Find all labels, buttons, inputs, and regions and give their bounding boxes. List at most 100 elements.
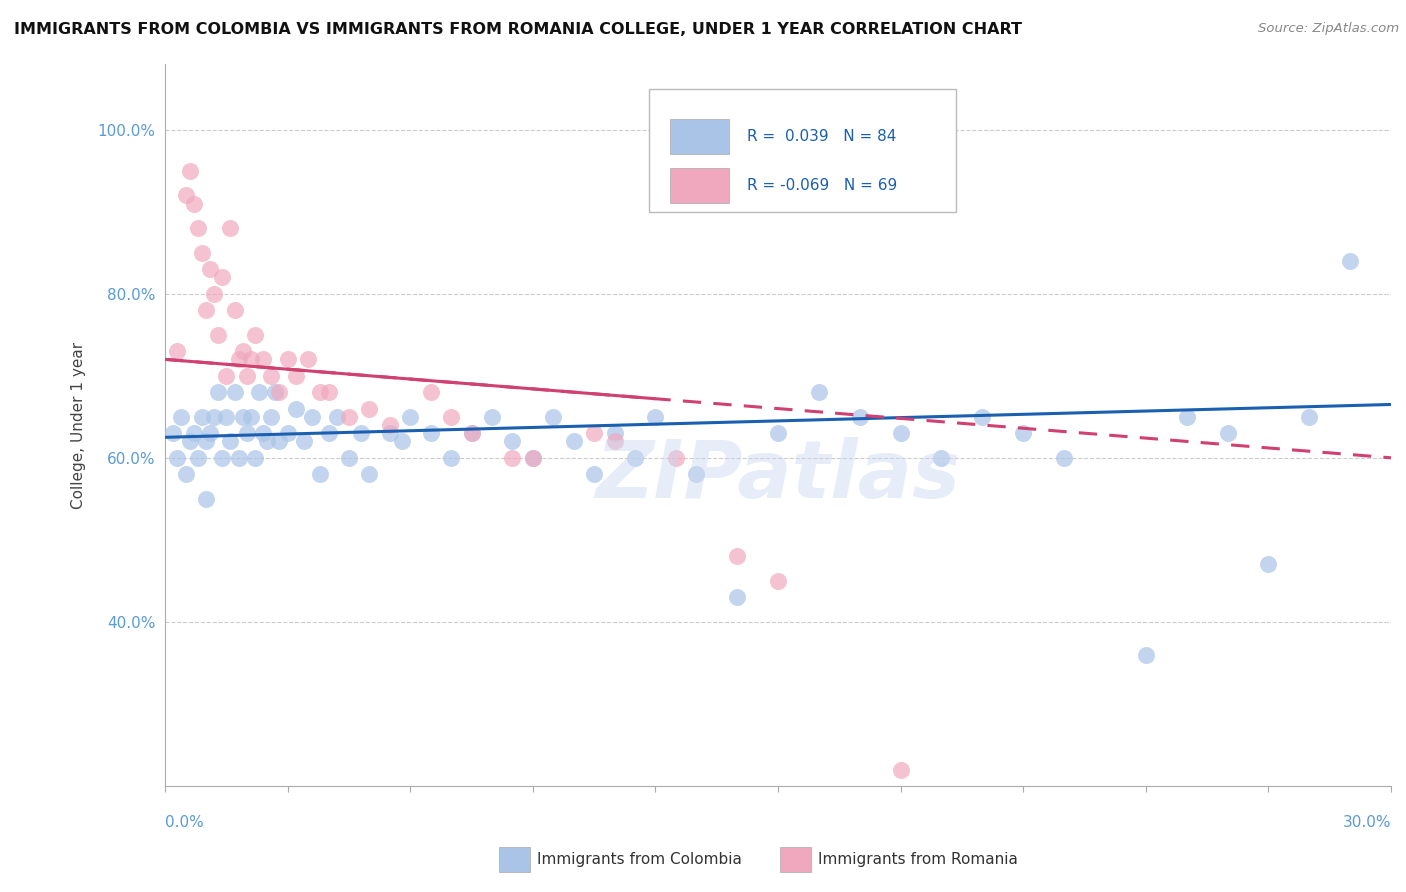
Point	[224, 385, 246, 400]
Point	[583, 426, 606, 441]
Point	[766, 574, 789, 588]
Point	[224, 303, 246, 318]
Point	[170, 409, 193, 424]
Point	[337, 409, 360, 424]
Point	[166, 450, 188, 465]
Point	[583, 467, 606, 482]
Point	[1135, 648, 1157, 662]
Point	[301, 409, 323, 424]
Point	[264, 385, 287, 400]
Point	[211, 270, 233, 285]
Point	[198, 262, 221, 277]
Text: Immigrants from Romania: Immigrants from Romania	[818, 853, 1018, 867]
Point	[219, 434, 242, 449]
Point	[318, 426, 340, 441]
Point	[187, 221, 209, 235]
Point	[460, 426, 482, 441]
Point	[350, 426, 373, 441]
Point	[207, 327, 229, 342]
Point	[269, 434, 291, 449]
Point	[337, 450, 360, 465]
Point	[252, 426, 274, 441]
Bar	[671, 120, 728, 154]
Point	[766, 426, 789, 441]
Bar	[671, 168, 728, 202]
Point	[277, 352, 299, 367]
Point	[624, 450, 647, 465]
Y-axis label: College, Under 1 year: College, Under 1 year	[72, 342, 86, 508]
Point	[522, 450, 544, 465]
Point	[1298, 409, 1320, 424]
Text: R =  0.039   N = 84: R = 0.039 N = 84	[748, 129, 897, 145]
FancyBboxPatch shape	[650, 89, 956, 212]
Point	[256, 434, 278, 449]
Point	[232, 409, 254, 424]
Point	[179, 434, 201, 449]
Point	[232, 344, 254, 359]
Point	[174, 467, 197, 482]
Point	[191, 409, 214, 424]
Point	[665, 450, 688, 465]
Point	[725, 591, 748, 605]
Point	[309, 467, 332, 482]
Point	[243, 327, 266, 342]
Point	[207, 385, 229, 400]
Text: Immigrants from Colombia: Immigrants from Colombia	[537, 853, 742, 867]
Point	[277, 426, 299, 441]
Point	[972, 409, 994, 424]
Point	[183, 426, 205, 441]
Point	[931, 450, 953, 465]
Point	[848, 409, 870, 424]
Point	[284, 368, 307, 383]
Point	[378, 426, 401, 441]
Point	[202, 286, 225, 301]
Point	[194, 434, 217, 449]
Point	[211, 450, 233, 465]
Point	[399, 409, 422, 424]
Point	[236, 368, 259, 383]
Point	[243, 450, 266, 465]
Point	[440, 450, 463, 465]
Point	[481, 409, 503, 424]
Point	[194, 303, 217, 318]
Point	[1175, 409, 1198, 424]
Point	[522, 450, 544, 465]
Point	[359, 401, 381, 416]
Text: 30.0%: 30.0%	[1343, 815, 1391, 830]
Point	[166, 344, 188, 359]
Point	[501, 434, 523, 449]
Point	[297, 352, 319, 367]
Point	[215, 368, 238, 383]
Point	[501, 450, 523, 465]
Point	[685, 467, 707, 482]
Point	[419, 385, 441, 400]
Point	[292, 434, 315, 449]
Point	[309, 385, 332, 400]
Point	[284, 401, 307, 416]
Point	[725, 549, 748, 564]
Point	[562, 434, 585, 449]
Point	[440, 409, 463, 424]
Point	[198, 426, 221, 441]
Point	[194, 491, 217, 506]
Text: 0.0%: 0.0%	[165, 815, 204, 830]
Point	[239, 352, 262, 367]
Point	[162, 426, 184, 441]
Point	[215, 409, 238, 424]
Point	[1012, 426, 1035, 441]
Point	[325, 409, 347, 424]
Point	[179, 163, 201, 178]
Text: Source: ZipAtlas.com: Source: ZipAtlas.com	[1258, 22, 1399, 36]
Point	[236, 426, 259, 441]
Point	[202, 409, 225, 424]
Point	[807, 385, 830, 400]
Point	[378, 417, 401, 432]
Point	[239, 409, 262, 424]
Point	[174, 188, 197, 202]
Point	[543, 409, 565, 424]
Text: R = -0.069   N = 69: R = -0.069 N = 69	[748, 178, 897, 193]
Point	[890, 763, 912, 777]
Point	[219, 221, 242, 235]
Point	[1257, 558, 1279, 572]
Text: ZIPatlas: ZIPatlas	[596, 436, 960, 515]
